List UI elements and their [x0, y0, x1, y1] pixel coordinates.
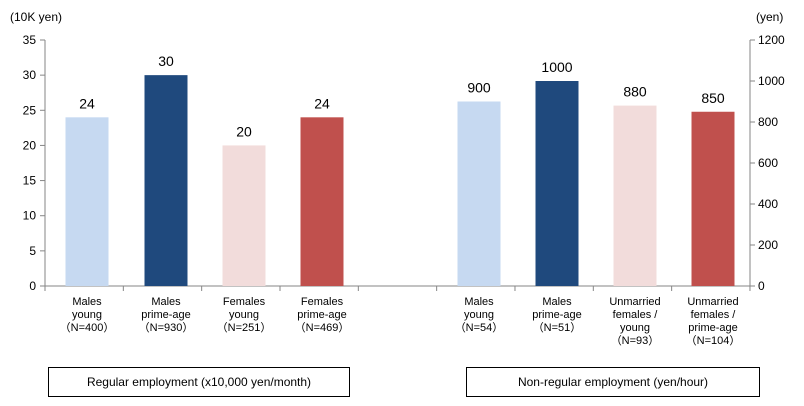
left-y-tick-label: 0 [29, 279, 36, 293]
regular-bar [65, 117, 109, 286]
non-regular-category-label: （N=51） [533, 321, 582, 334]
regular-bar [144, 75, 188, 287]
non-regular-data-label: 880 [623, 84, 647, 100]
non-regular-category-label: prime-age [688, 322, 738, 334]
non-regular-category-label: Males [464, 296, 494, 308]
non-regular-category-label: females / [613, 309, 659, 321]
right-y-tick-label: 200 [758, 238, 778, 252]
regular-category-label: （N=469） [295, 321, 350, 334]
axes: 0 5 10 15 20 25 30 35 (10K yen) 0 200 400 600 800 1000… [10, 10, 785, 293]
non-regular-data-label: 850 [701, 90, 725, 106]
regular-bar [222, 145, 266, 286]
non-regular-category-label: （N=104） [686, 334, 741, 347]
category-labels: Malesyoung（N=400）Malesprime-age（N=930）Fe… [60, 296, 741, 347]
regular-category-label: （N=251） [217, 321, 272, 334]
left-y-tick-label: 20 [23, 138, 37, 152]
regular-data-label: 30 [158, 53, 174, 69]
regular-data-label: 24 [314, 95, 330, 111]
regular-category-label: prime-age [297, 309, 347, 321]
non-regular-category-label: young [464, 309, 494, 321]
left-y-tick-label: 35 [23, 33, 37, 47]
non-regular-data-label: 1000 [541, 59, 572, 75]
non-regular-bar [613, 105, 657, 286]
right-y-tick-label: 400 [758, 197, 778, 211]
right-y-tick-label: 600 [758, 156, 778, 170]
non-regular-bar [535, 81, 579, 286]
non-regular-employment-caption: Non-regular employment (yen/hour) [466, 367, 760, 397]
left-y-tick-label: 10 [23, 209, 37, 223]
regular-data-label: 20 [236, 123, 252, 139]
non-regular-data-label: 900 [467, 80, 491, 96]
regular-data-label: 24 [79, 95, 95, 111]
non-regular-bar [691, 111, 735, 286]
right-y-tick-label: 1200 [758, 33, 785, 47]
non-regular-category-label: （N=93） [611, 334, 660, 347]
right-y-axis-unit: (yen) [756, 10, 783, 24]
bars [65, 75, 735, 287]
regular-category-label: Males [151, 296, 181, 308]
non-regular-category-label: females / [691, 309, 737, 321]
regular-employment-caption: Regular employment (x10,000 yen/month) [48, 367, 350, 397]
right-y-tick-label: 0 [758, 279, 765, 293]
non-regular-category-label: Unmarried [687, 296, 738, 308]
data-labels: 24 30 20 24 900 1000 880 850 [79, 53, 725, 139]
regular-category-label: （N=400） [60, 321, 115, 334]
left-y-tick-label: 30 [23, 68, 37, 82]
non-regular-category-label: young [620, 322, 650, 334]
regular-category-label: Females [223, 296, 266, 308]
non-regular-category-label: prime-age [532, 309, 582, 321]
regular-category-label: Males [72, 296, 102, 308]
non-regular-category-label: （N=54） [455, 321, 504, 334]
left-y-tick-label: 15 [23, 174, 37, 188]
non-regular-bar [457, 101, 501, 286]
right-y-tick-label: 1000 [758, 74, 785, 88]
left-y-tick-label: 5 [29, 244, 36, 258]
non-regular-category-label: Males [542, 296, 572, 308]
left-y-tick-label: 25 [23, 103, 37, 117]
regular-bar [300, 117, 344, 286]
non-regular-category-label: Unmarried [609, 296, 660, 308]
regular-category-label: young [229, 309, 259, 321]
regular-category-label: Females [301, 296, 344, 308]
regular-category-label: young [72, 309, 102, 321]
regular-category-label: prime-age [141, 309, 191, 321]
right-y-tick-label: 800 [758, 115, 778, 129]
left-y-axis-unit: (10K yen) [10, 10, 62, 24]
regular-category-label: （N=930） [139, 321, 194, 334]
